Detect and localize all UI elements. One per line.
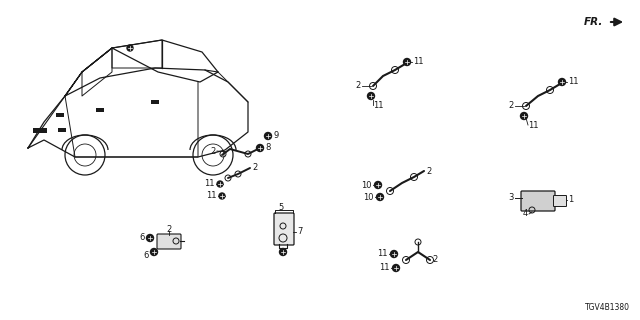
Text: 2: 2 [211,147,216,156]
Circle shape [403,59,410,66]
Text: 2: 2 [356,82,361,91]
Text: TGV4B1380: TGV4B1380 [585,303,630,312]
FancyBboxPatch shape [521,191,555,211]
Text: 11: 11 [528,122,538,131]
Text: 4: 4 [523,210,528,219]
Text: 2: 2 [252,164,257,172]
Circle shape [150,249,157,255]
FancyBboxPatch shape [157,234,181,249]
Bar [151,100,159,104]
Circle shape [367,92,374,100]
Circle shape [264,132,271,140]
Text: 11: 11 [380,263,390,273]
Circle shape [127,45,133,51]
Text: 2: 2 [166,226,172,235]
Circle shape [280,249,287,255]
Text: 11: 11 [373,101,383,110]
Text: 6: 6 [140,234,145,243]
Text: 2: 2 [426,166,431,175]
Circle shape [147,235,154,242]
Circle shape [374,181,381,188]
FancyBboxPatch shape [274,213,294,245]
Text: 11: 11 [568,77,579,86]
Text: 11: 11 [205,180,215,188]
Text: 11: 11 [207,191,217,201]
Text: 10: 10 [364,193,374,202]
Text: 10: 10 [362,180,372,189]
Text: 6: 6 [143,252,149,260]
Bar [58,128,66,132]
Bar [96,108,104,112]
Text: 7: 7 [297,228,302,236]
Bar [33,127,47,132]
Circle shape [219,193,225,199]
Text: 11: 11 [413,58,424,67]
Circle shape [257,145,264,151]
Text: 1: 1 [568,196,573,204]
Text: 3: 3 [509,194,514,203]
Circle shape [217,181,223,187]
Text: 9: 9 [274,132,279,140]
Text: 5: 5 [278,204,284,212]
Text: 11: 11 [378,250,388,259]
Circle shape [392,265,399,271]
Circle shape [559,78,566,85]
Circle shape [376,194,383,201]
Bar [56,113,64,117]
Circle shape [520,113,527,119]
Text: 2: 2 [509,101,514,110]
FancyBboxPatch shape [554,196,566,206]
Circle shape [390,251,397,258]
Text: 8: 8 [265,143,270,153]
Text: FR.: FR. [584,17,603,27]
Text: 2: 2 [432,255,437,265]
